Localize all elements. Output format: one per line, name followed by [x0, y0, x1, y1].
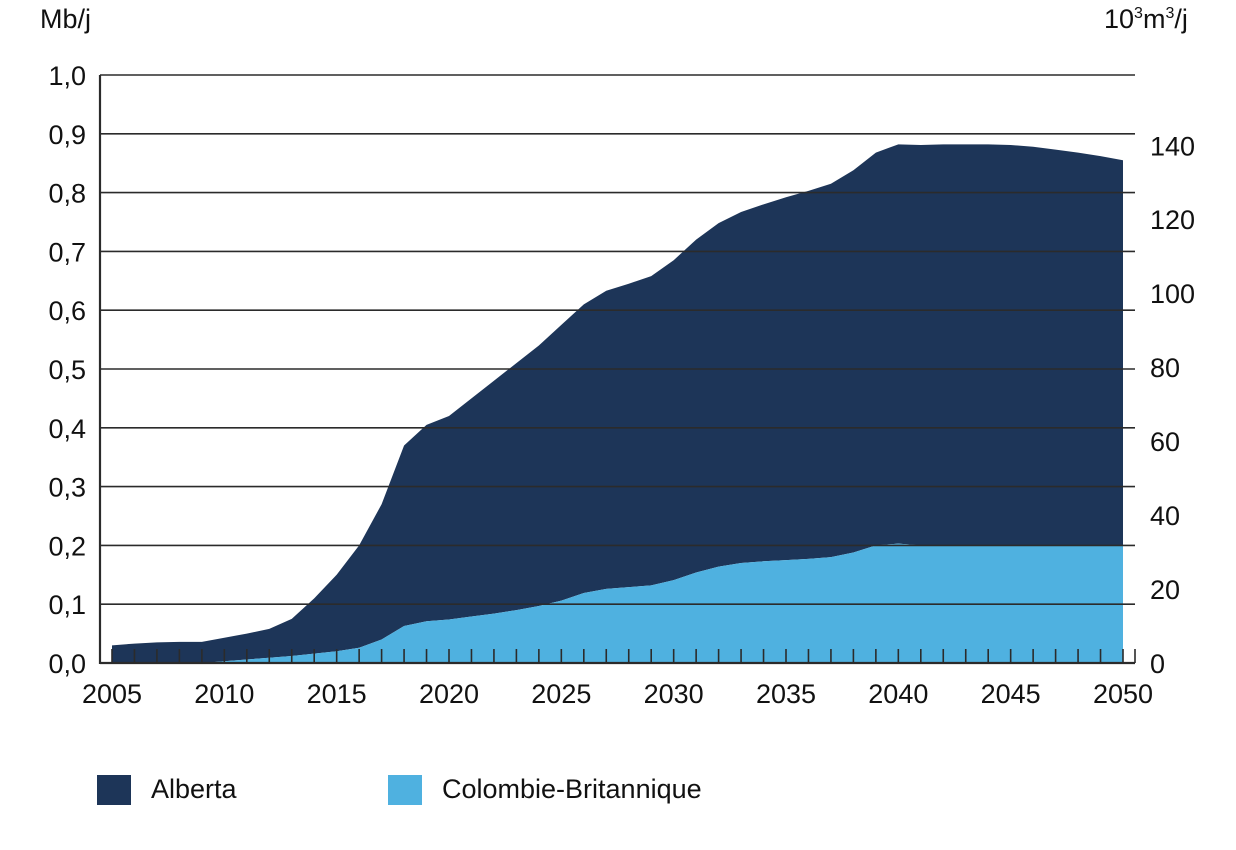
y-tick-label: 0,8 — [48, 179, 86, 209]
x-tick-label: 2050 — [1093, 679, 1153, 709]
alberta-area — [112, 144, 1123, 663]
colombie-britannique-swatch — [388, 774, 422, 805]
x-tick-label: 2035 — [756, 679, 816, 709]
y-right-tick-label: 80 — [1150, 353, 1180, 383]
y-tick-label: 0,4 — [48, 414, 86, 444]
alberta-swatch — [97, 774, 131, 805]
y-right-tick-label: 0 — [1150, 649, 1165, 679]
y-right-tick-label: 20 — [1150, 575, 1180, 605]
right-axis-unit: 103m3/j — [1104, 4, 1188, 34]
y-tick-label: 0,9 — [48, 120, 86, 150]
y-tick-label: 0,6 — [48, 296, 86, 326]
legend-label: Colombie-Britannique — [442, 774, 702, 804]
gridlines — [100, 74, 1135, 606]
area-series — [112, 144, 1123, 663]
left-axis-unit: Mb/j — [40, 4, 92, 34]
y-right-tick-label: 60 — [1150, 427, 1180, 457]
y-axis-right-labels: 0 20 40 60 80 100 120 140 — [1150, 131, 1195, 679]
x-tick-label: 2030 — [644, 679, 704, 709]
x-tick-label: 2040 — [868, 679, 928, 709]
legend-item-alberta: Alberta — [97, 774, 237, 805]
colombie-britannique-area — [112, 543, 1123, 663]
x-tick-label: 2015 — [307, 679, 367, 709]
y-right-tick-label: 140 — [1150, 131, 1195, 161]
x-axis-labels: 2005 2010 2015 2020 2025 2030 2035 2040 2045 2050 — [82, 679, 1153, 709]
y-right-tick-label: 100 — [1150, 279, 1195, 309]
y-tick-label: 0,1 — [48, 590, 86, 620]
y-tick-label: 0,3 — [48, 473, 86, 503]
x-tick-label: 2045 — [981, 679, 1041, 709]
x-tick-label: 2020 — [419, 679, 479, 709]
y-tick-label: 0,2 — [48, 531, 86, 561]
y-right-tick-label: 40 — [1150, 501, 1180, 531]
legend-item-colombie-britannique: Colombie-Britannique — [388, 774, 702, 805]
y-right-tick-label: 120 — [1150, 205, 1195, 235]
legend-label: Alberta — [151, 774, 237, 804]
y-tick-label: 0,0 — [48, 649, 86, 679]
axes — [98, 75, 1136, 665]
y-tick-label: 0,5 — [48, 355, 86, 385]
x-tick-label: 2005 — [82, 679, 142, 709]
y-axis-left-labels: 0,0 0,1 0,2 0,3 0,4 0,5 0,6 0,7 0,8 0,9 1,0 — [48, 61, 86, 679]
y-tick-label: 0,7 — [48, 237, 86, 267]
y-tick-label: 1,0 — [48, 61, 86, 91]
x-tick-label: 2010 — [194, 679, 254, 709]
x-tick-label: 2025 — [531, 679, 591, 709]
